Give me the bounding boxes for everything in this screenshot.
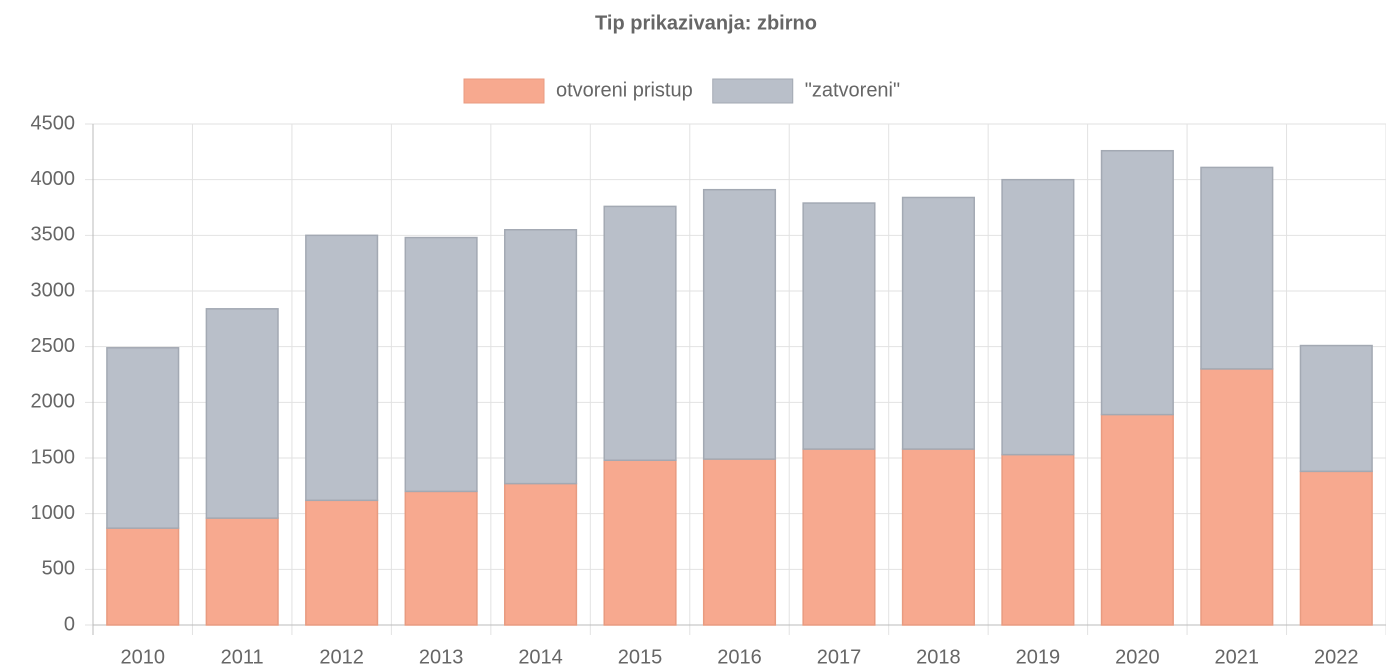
bar-segment xyxy=(802,202,876,450)
bar-segment xyxy=(504,229,578,485)
bar-segment xyxy=(901,448,975,626)
y-tick-label: 500 xyxy=(42,558,75,580)
bar-segment xyxy=(305,499,379,626)
y-tick-label: 0 xyxy=(64,613,75,635)
chart-title: Tip prikazivanja: zbirno xyxy=(595,12,817,34)
bar-segment xyxy=(1200,368,1274,626)
x-tick-label: 2015 xyxy=(618,646,663,668)
x-tick-label: 2010 xyxy=(120,646,165,668)
x-tick-label: 2012 xyxy=(319,646,364,668)
y-tick-label: 2000 xyxy=(31,391,76,413)
x-tick-label: 2021 xyxy=(1215,646,1260,668)
bar-segment xyxy=(1001,453,1075,626)
y-tick-label: 1000 xyxy=(31,502,76,524)
bar-segment xyxy=(901,196,975,450)
legend-label: otvoreni pristup xyxy=(556,79,693,101)
bar-segment xyxy=(1100,413,1174,626)
bar-segment xyxy=(205,517,279,626)
legend-label: "zatvoreni" xyxy=(805,79,900,101)
x-tick-label: 2017 xyxy=(817,646,862,668)
bar-segment xyxy=(205,308,279,519)
bar-segment xyxy=(404,236,478,493)
x-tick-label: 2011 xyxy=(221,646,264,668)
y-tick-label: 1500 xyxy=(31,446,76,468)
bar-segment xyxy=(305,234,379,502)
y-tick-label: 4000 xyxy=(31,168,76,190)
y-tick-label: 4500 xyxy=(31,112,76,134)
x-tick-label: 2014 xyxy=(518,646,563,668)
bar-segment xyxy=(106,347,180,529)
bar-segment xyxy=(1299,470,1373,626)
legend-swatch xyxy=(712,78,794,104)
bar-segment xyxy=(603,459,677,626)
x-tick-label: 2013 xyxy=(419,646,464,668)
y-tick-label: 3500 xyxy=(31,224,76,246)
bar-segment xyxy=(802,448,876,626)
bar-segment xyxy=(404,490,478,626)
bar-segment xyxy=(106,527,180,626)
y-tick-label: 3000 xyxy=(31,279,76,301)
bar-segment xyxy=(1200,166,1274,370)
bar-segment xyxy=(1100,149,1174,416)
bar-segment xyxy=(1001,178,1075,456)
y-tick-label: 2500 xyxy=(31,335,76,357)
bar-segment xyxy=(603,205,677,461)
x-tick-label: 2020 xyxy=(1115,646,1160,668)
bar-segment xyxy=(1299,344,1373,473)
x-tick-label: 2016 xyxy=(717,646,762,668)
x-tick-label: 2018 xyxy=(916,646,961,668)
legend-swatch xyxy=(463,78,545,104)
x-tick-label: 2022 xyxy=(1314,646,1359,668)
bar-segment xyxy=(702,458,777,626)
bar-segment xyxy=(702,188,777,460)
bar-segment xyxy=(504,482,578,626)
x-tick-label: 2019 xyxy=(1016,646,1061,668)
